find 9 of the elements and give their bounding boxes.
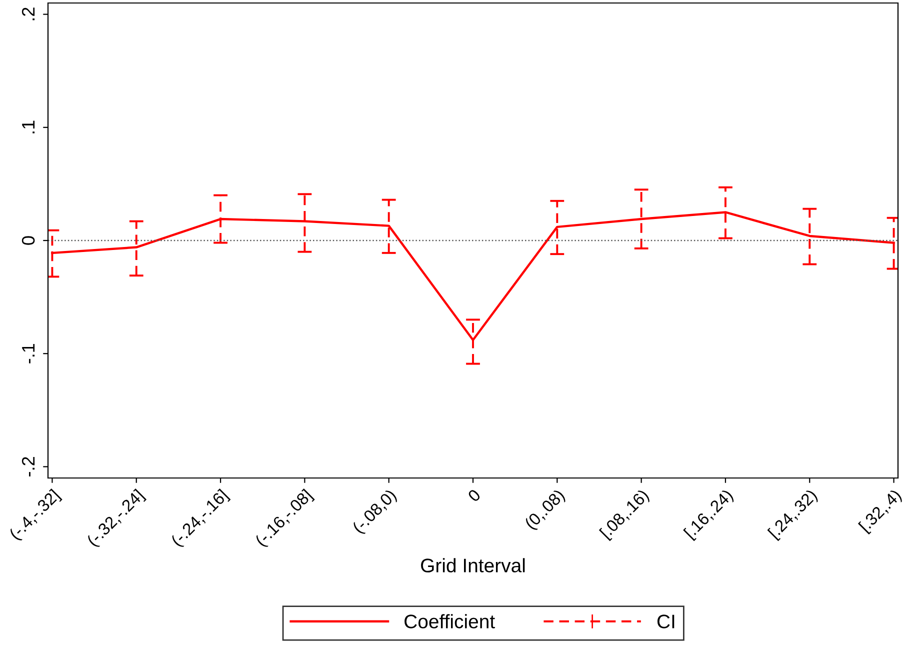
y-tick-label: 0 xyxy=(22,236,35,245)
y-tick-label: -.1 xyxy=(22,344,35,364)
x-tick-label: 0 xyxy=(467,488,482,502)
y-tick-label: .1 xyxy=(22,120,35,134)
y-tick-label: -.2 xyxy=(22,457,35,476)
legend-label: Coefficient xyxy=(404,614,495,628)
text: CI xyxy=(657,614,674,628)
y-tick-label: .2 xyxy=(22,8,35,20)
x-axis-title: Grid Interval xyxy=(421,558,525,572)
